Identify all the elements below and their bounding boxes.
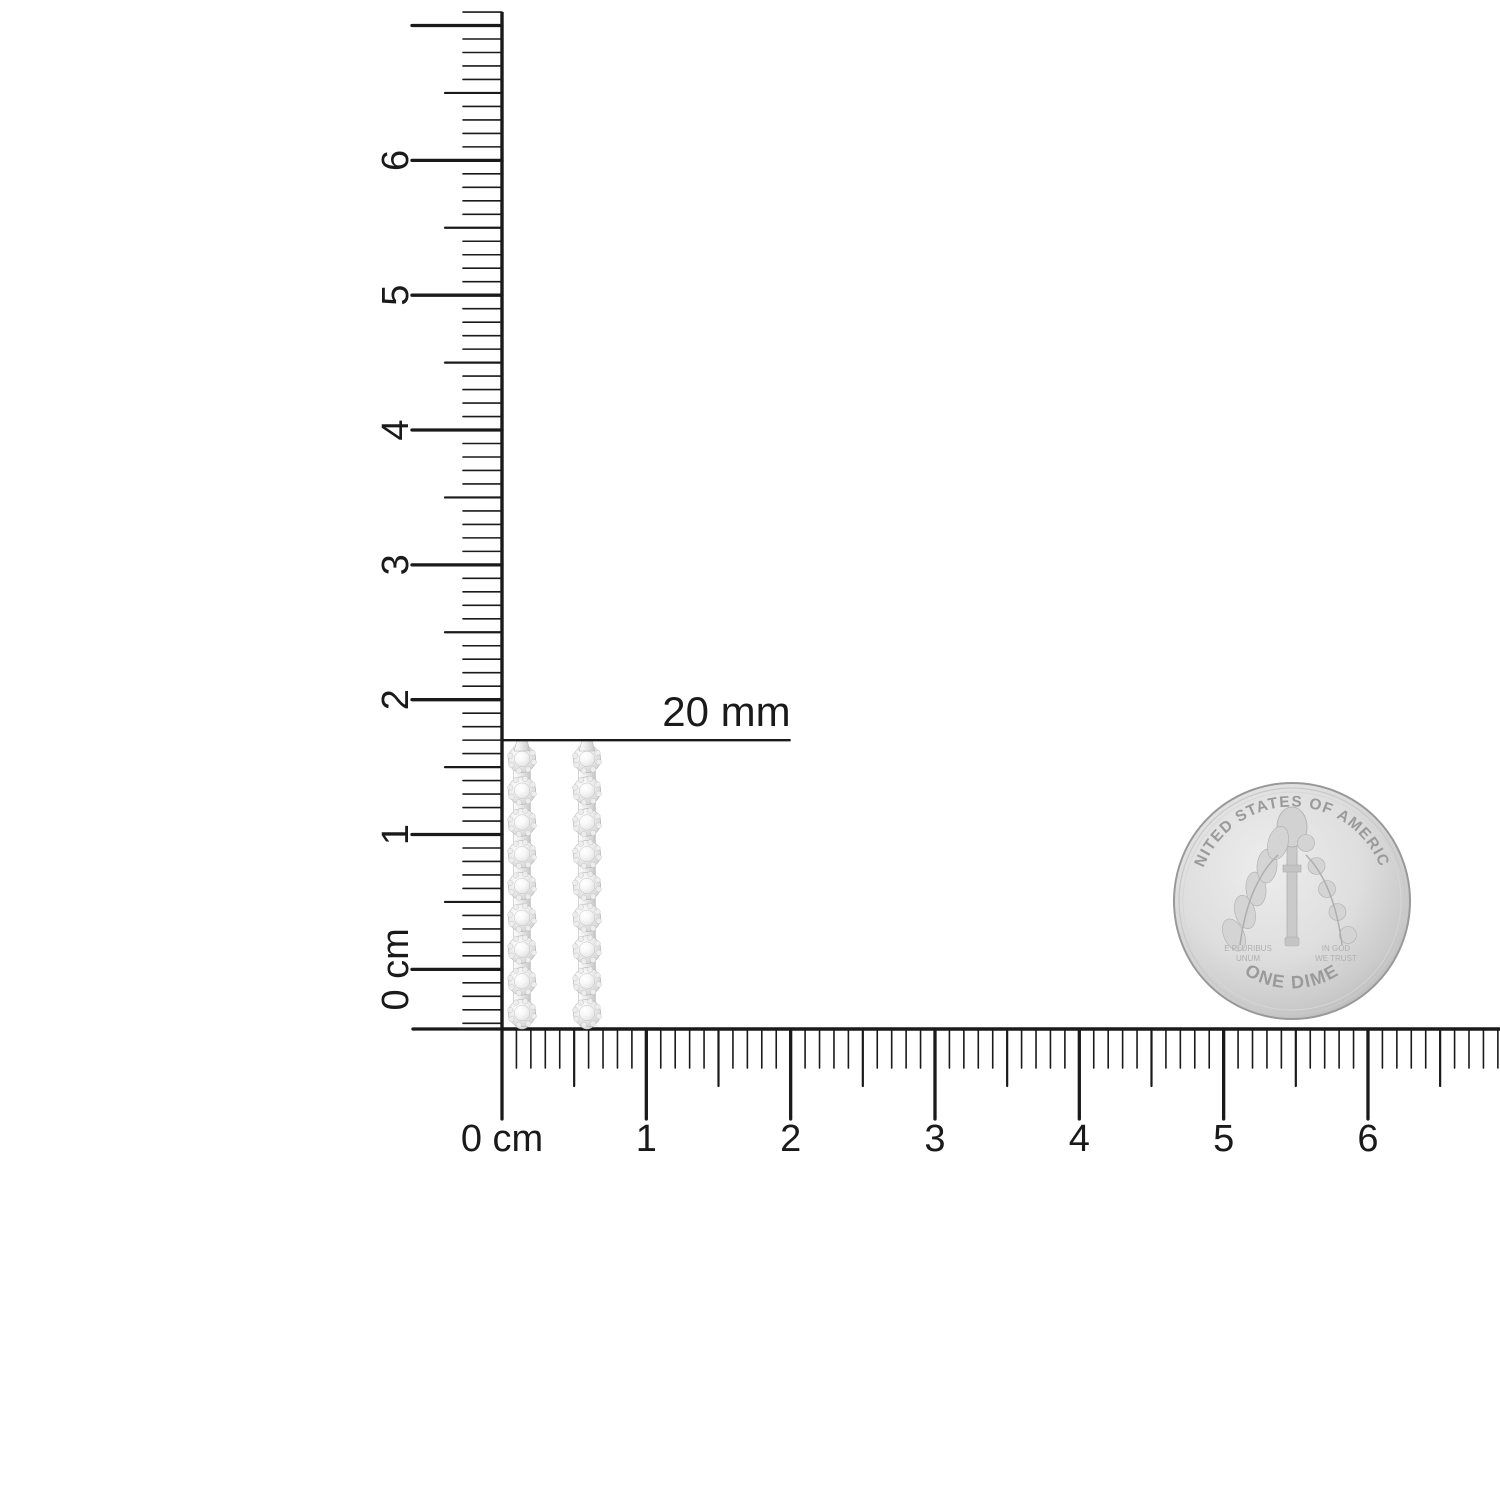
- svg-text:WE TRUST: WE TRUST: [1315, 954, 1357, 963]
- svg-text:E PLURIBUS: E PLURIBUS: [1224, 944, 1272, 953]
- svg-text:UNUM: UNUM: [1236, 954, 1260, 963]
- svg-text:UNITED STATES OF AMERICA: UNITED STATES OF AMERICA: [0, 0, 1393, 870]
- svg-text:IN GOD: IN GOD: [1322, 944, 1351, 953]
